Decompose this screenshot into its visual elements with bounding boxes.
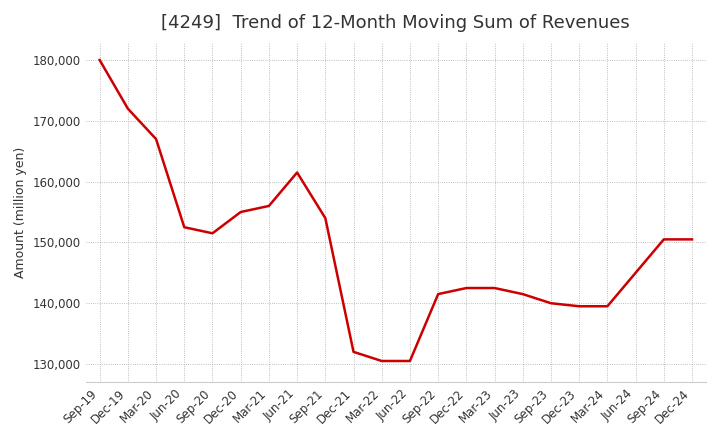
Title: [4249]  Trend of 12-Month Moving Sum of Revenues: [4249] Trend of 12-Month Moving Sum of R…	[161, 14, 630, 32]
Y-axis label: Amount (million yen): Amount (million yen)	[14, 147, 27, 278]
